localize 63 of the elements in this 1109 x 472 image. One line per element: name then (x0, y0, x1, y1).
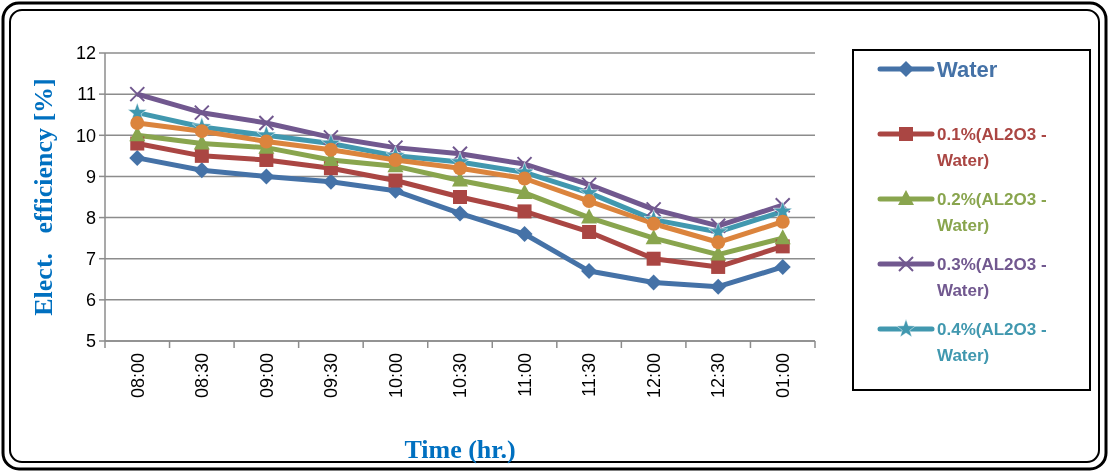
point (452, 205, 468, 222)
y-tick-label: 11 (77, 84, 96, 105)
point (129, 149, 146, 166)
point (516, 183, 533, 199)
y-tick-label: 6 (85, 290, 96, 311)
y-tick-label: 8 (85, 207, 96, 228)
point (517, 171, 532, 186)
point (517, 204, 532, 219)
point (646, 251, 661, 266)
y-axis-title: Elect. efficiency [%] (29, 78, 58, 316)
point (710, 278, 727, 295)
y-tick-label: 12 (75, 43, 96, 64)
legend-label: Water (937, 56, 998, 82)
x-tick-label: 01:00 (773, 353, 794, 399)
legend-label: 0.3%(AL2O3 - Water) (937, 254, 1047, 300)
point (259, 152, 274, 167)
point (322, 173, 339, 190)
point (774, 229, 791, 245)
x-tick-label: 12:30 (708, 353, 729, 399)
point (130, 115, 145, 130)
legend-label: 0.1%(AL2O3 - Water) (937, 124, 1047, 170)
x-tick-label: 10:00 (385, 353, 406, 399)
x-tick-label: 08:30 (192, 353, 213, 399)
point (129, 86, 146, 103)
x-tick-label: 11:30 (579, 353, 600, 397)
y-tick-label: 10 (75, 125, 96, 146)
point (582, 224, 597, 239)
point (646, 216, 661, 231)
x-tick-label: 08:00 (127, 353, 148, 399)
point (645, 229, 662, 245)
point (582, 194, 597, 209)
point (775, 214, 790, 229)
point (516, 226, 533, 243)
point (711, 259, 726, 274)
point (710, 217, 727, 234)
point (645, 201, 662, 218)
y-tick-label: 9 (85, 166, 96, 187)
y-tick-label: 7 (85, 249, 96, 270)
point (453, 190, 467, 204)
point (581, 263, 598, 280)
point (388, 173, 403, 188)
point (322, 129, 339, 146)
x-axis-title: Time (hr.) (404, 435, 516, 464)
legend-label: 0.2%(AL2O3 - Water) (937, 189, 1047, 235)
x-tick-label: 11:00 (514, 353, 535, 397)
x-tick-label: 12:00 (643, 353, 664, 399)
point (259, 134, 274, 149)
point (774, 258, 791, 275)
point (453, 161, 467, 176)
point (258, 114, 275, 131)
point (581, 208, 598, 224)
point (193, 162, 210, 179)
point (774, 197, 791, 214)
legend-label: 0.4%(AL2O3 - Water) (937, 319, 1047, 365)
x-tick-label: 09:00 (256, 353, 277, 399)
x-tick-label: 09:30 (321, 353, 342, 399)
point (711, 235, 726, 250)
point (258, 168, 275, 185)
x-tick-label: 10:30 (450, 353, 471, 399)
y-tick-label: 5 (85, 331, 96, 352)
point (194, 148, 209, 163)
point (193, 104, 210, 121)
point (645, 274, 662, 291)
